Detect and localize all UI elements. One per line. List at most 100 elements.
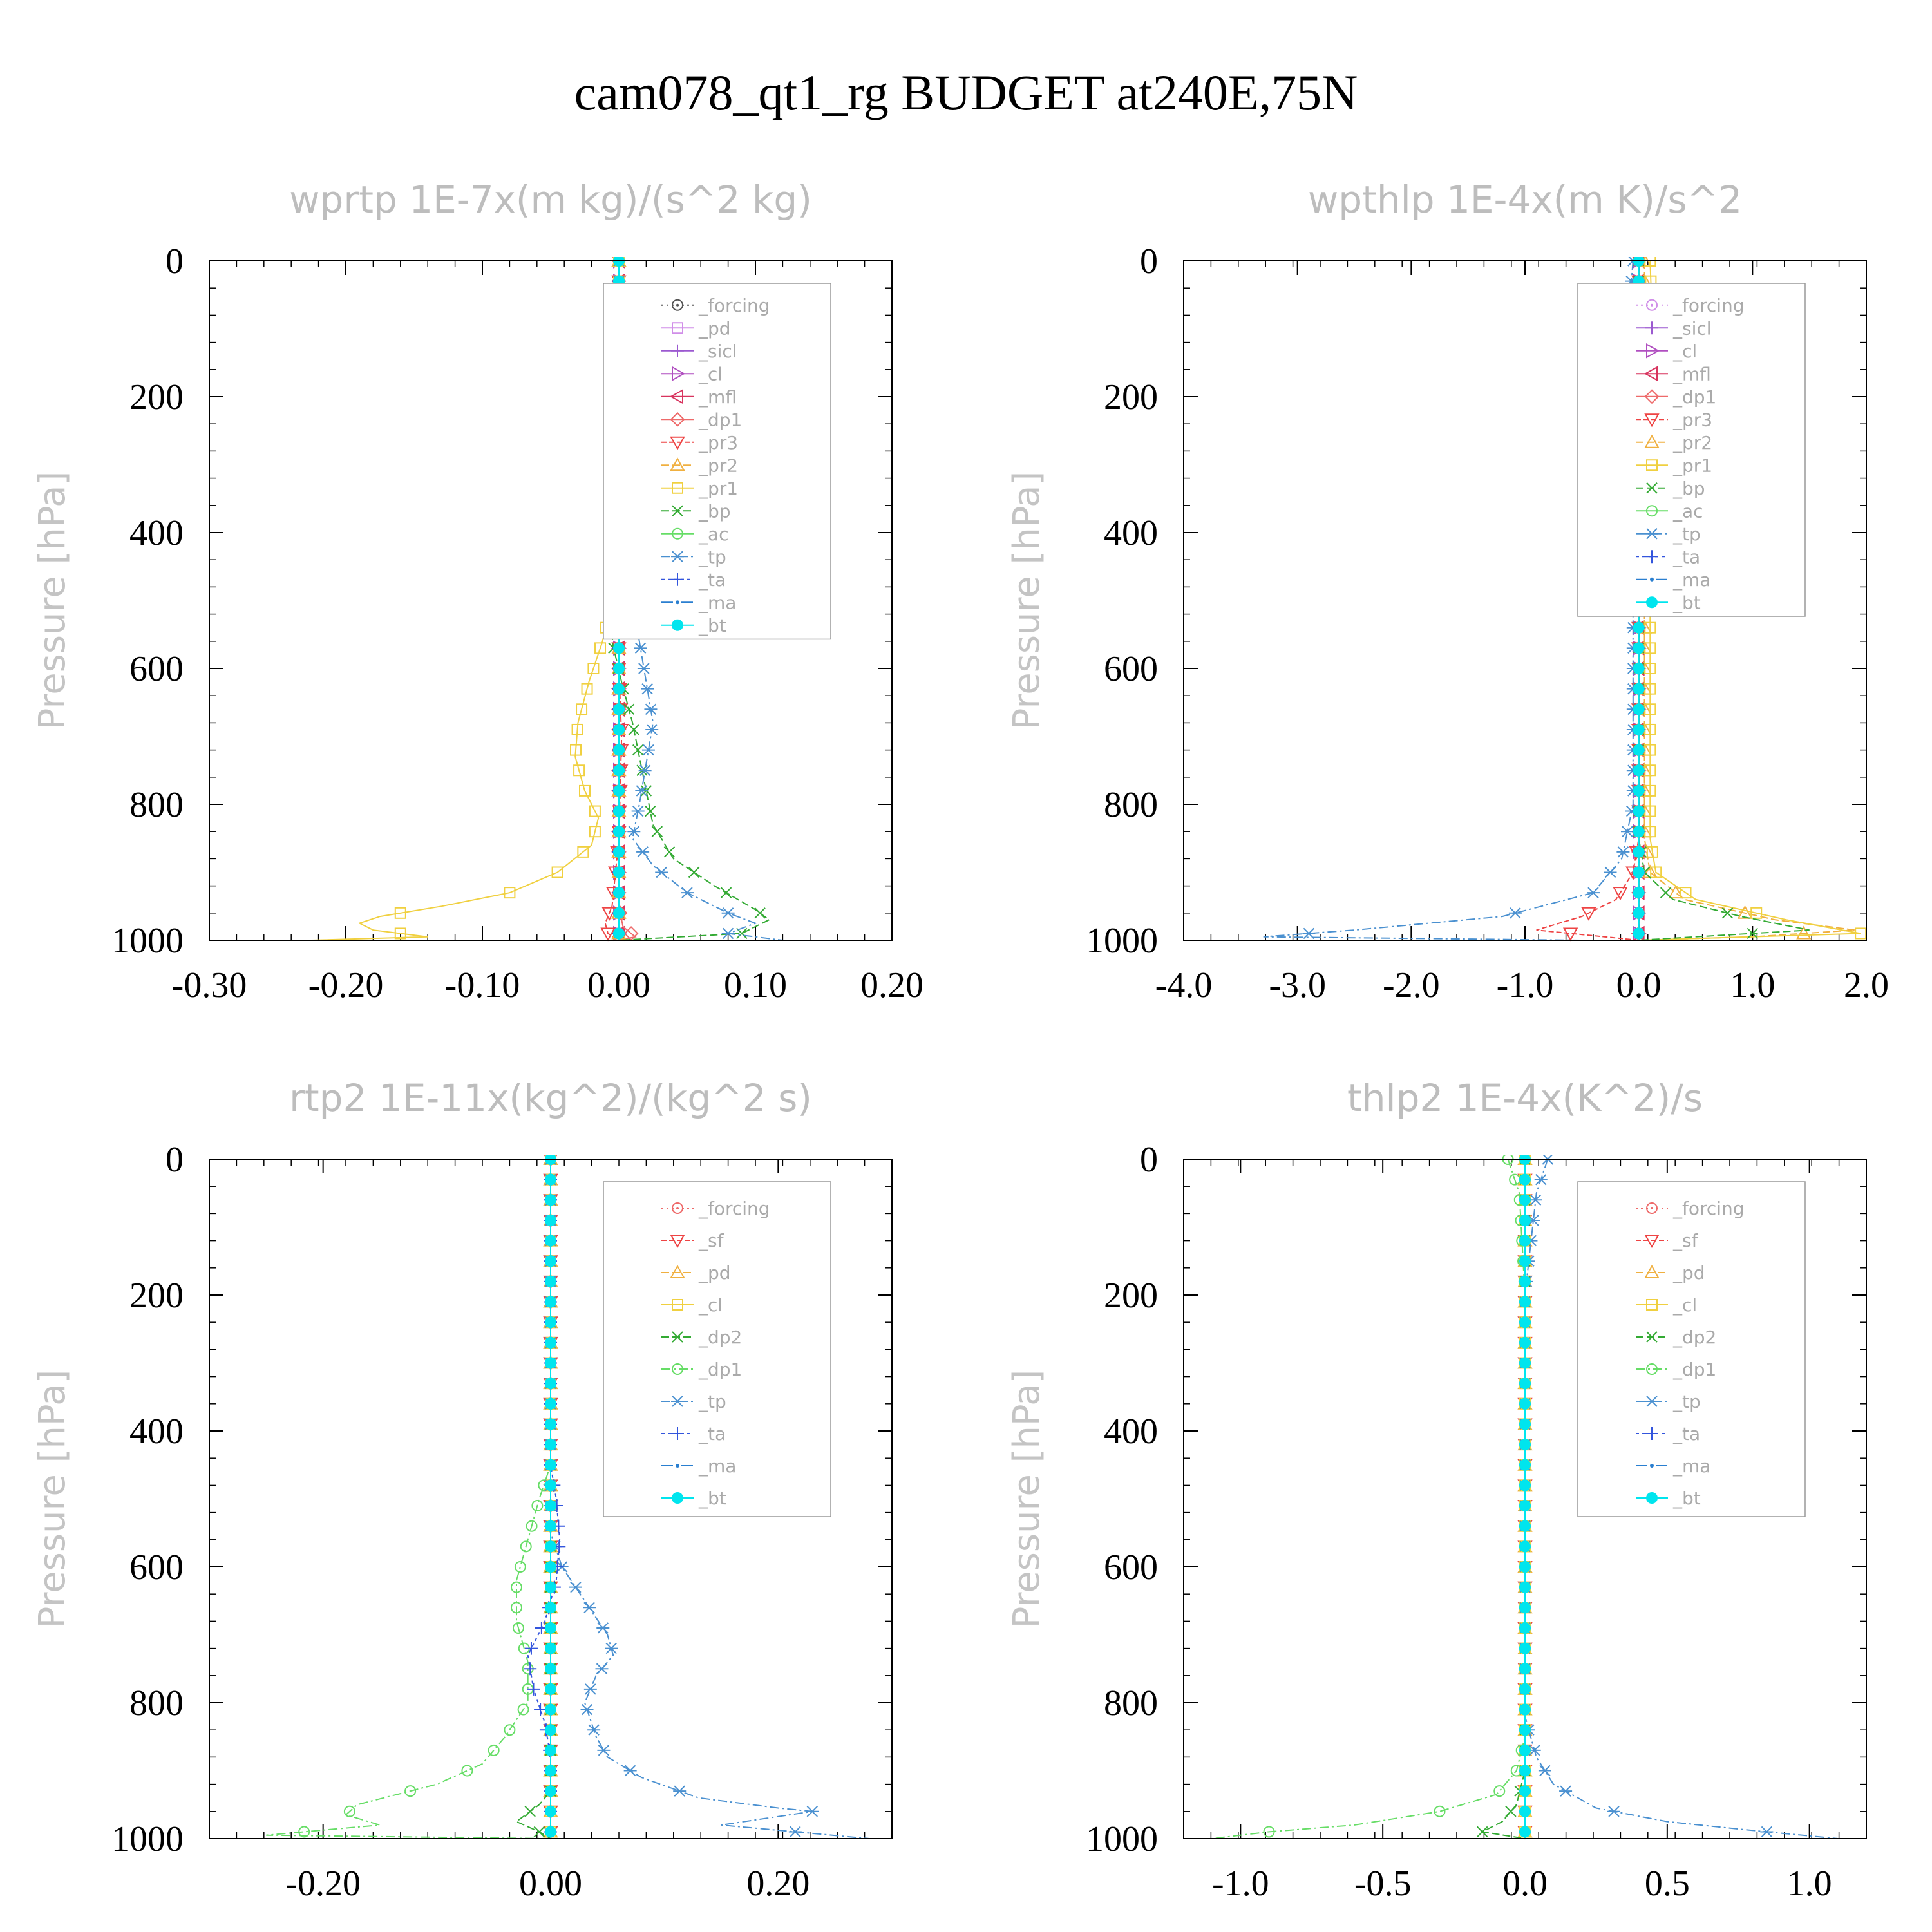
legend-item-sf: _sf <box>1636 1230 1699 1251</box>
series-point <box>628 724 640 735</box>
legend-item-pr3: _pr3 <box>1636 409 1712 430</box>
series-point <box>613 805 625 817</box>
series-point <box>511 1581 522 1593</box>
series-point <box>623 1765 637 1777</box>
x-tick-label: 0.10 <box>724 965 787 1005</box>
legend-label: _sf <box>698 1230 724 1251</box>
legend-label: _ta <box>1672 1423 1700 1444</box>
series-point <box>788 1826 802 1838</box>
series-point <box>1660 887 1672 898</box>
series-line <box>1524 1159 1838 1839</box>
series-point <box>1760 1826 1774 1838</box>
legend-item-pr1: _pr1 <box>661 478 738 499</box>
legend-label: _mfl <box>698 386 737 408</box>
series-point <box>1519 1581 1531 1593</box>
series-point <box>545 1724 556 1736</box>
series-point <box>1633 621 1645 634</box>
series-point <box>1607 1806 1621 1817</box>
series-point <box>569 1581 582 1593</box>
series-point <box>1737 905 1753 919</box>
series-point <box>597 1745 611 1756</box>
series-point <box>545 1744 556 1756</box>
legend-marker <box>672 1202 683 1214</box>
legend-label: _sicl <box>1672 317 1712 339</box>
series-point <box>1519 1316 1531 1329</box>
series-point <box>589 805 601 817</box>
legend-marker <box>1645 528 1658 540</box>
series-point <box>1519 1378 1531 1390</box>
series-point <box>631 805 645 817</box>
series-point <box>1519 1194 1531 1206</box>
series-point <box>1519 1663 1531 1675</box>
series-point <box>1613 887 1628 901</box>
series-point <box>545 1459 556 1471</box>
legend-marker <box>1650 577 1654 582</box>
legend-item-pr2: _pr2 <box>1636 432 1712 453</box>
y-tick-label: 600 <box>1104 649 1158 689</box>
series-point <box>1633 826 1645 838</box>
legend-marker <box>1644 434 1660 448</box>
legend-marker <box>672 1363 683 1375</box>
legend: _forcing _sf _pd _cl _dp2 _dp1 _tp _ta _ma _bt <box>603 1181 831 1517</box>
legend-label: _ta <box>698 569 726 591</box>
legend-marker-center <box>676 1207 679 1209</box>
legend-marker <box>671 1427 684 1440</box>
legend-marker <box>1645 550 1658 564</box>
legend-marker <box>1646 459 1658 471</box>
series-point <box>806 1806 819 1817</box>
series-point <box>343 1805 355 1817</box>
series-point <box>1519 1459 1531 1471</box>
panel-3: rtp2 1E-11x(kg^2)/(kg^2 s) Pressure [hPa]… <box>32 1076 893 1904</box>
legend-marker <box>1644 413 1660 428</box>
legend-item-forcing: _forcing <box>661 295 770 316</box>
series-point <box>1633 805 1645 817</box>
legend-box <box>1577 283 1806 617</box>
series-point <box>1493 1785 1506 1797</box>
series-point <box>545 1805 556 1817</box>
series-point <box>1559 1785 1573 1797</box>
series-point <box>673 1785 687 1797</box>
legend-item-ma: _ma <box>1636 1455 1710 1477</box>
series-point <box>596 1622 610 1634</box>
legend-marker <box>671 1396 684 1407</box>
series-point <box>545 1439 556 1451</box>
series-point <box>1434 1805 1446 1817</box>
series-point <box>545 1663 556 1675</box>
series-point <box>1519 1357 1531 1369</box>
series-point <box>545 1561 556 1573</box>
x-tick-label: 0.5 <box>1645 1864 1690 1904</box>
legend-label: _mfl <box>1672 363 1711 384</box>
series-point <box>545 1336 556 1349</box>
series-point <box>1519 1561 1531 1573</box>
legend-label: _bt <box>1672 592 1701 613</box>
legend-item-ac: _ac <box>661 524 729 545</box>
legend-marker <box>1645 321 1658 335</box>
series-point <box>1633 764 1645 777</box>
series-point <box>1621 826 1634 837</box>
series-point <box>1519 1785 1531 1797</box>
legend-label: _dp1 <box>698 1359 742 1380</box>
series-point <box>1519 1296 1531 1308</box>
legend-marker <box>672 1492 683 1504</box>
legend-label: _tp <box>1672 524 1701 545</box>
plot-frame <box>209 260 893 941</box>
series-point <box>583 1683 597 1695</box>
series-point <box>545 1173 556 1186</box>
panel-4: thlp2 1E-4x(K^2)/s Pressure [hPa] 0 200 400 6… <box>1006 1076 1867 1904</box>
legend-marker <box>1644 1264 1660 1278</box>
series-bt <box>1519 1155 1531 1839</box>
legend-marker-center <box>1651 1207 1653 1209</box>
series-point <box>613 663 625 674</box>
y-tick-label: 800 <box>129 1683 184 1723</box>
plot-frame <box>1183 260 1867 941</box>
legend-item-dp1: _dp1 <box>661 409 742 430</box>
series-point <box>613 703 625 715</box>
legend-item-bt: _bt <box>1636 1488 1701 1509</box>
series-point <box>613 642 625 654</box>
legend-item-pr1: _pr1 <box>1636 455 1712 476</box>
series-point <box>545 1235 556 1247</box>
series-point <box>1519 1683 1531 1695</box>
series-point <box>488 1744 500 1756</box>
x-tick-label: -1.0 <box>1212 1864 1269 1904</box>
legend-item-sf: _sf <box>661 1230 724 1251</box>
